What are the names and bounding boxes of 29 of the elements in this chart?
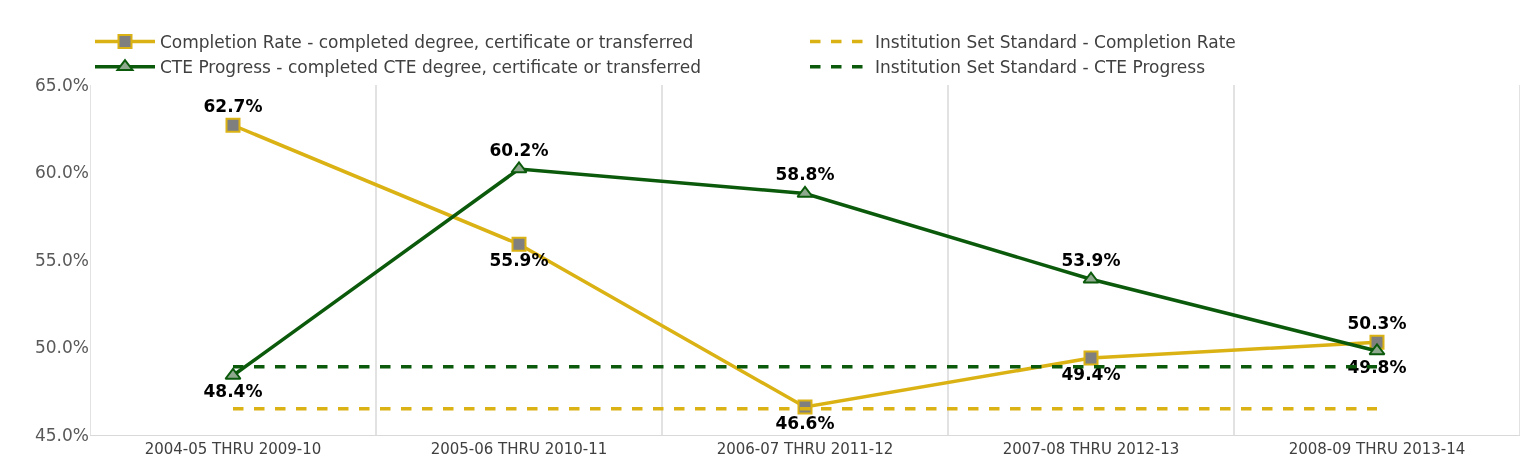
- y-tick-label: 50.0%: [34, 337, 89, 358]
- y-tick-label: 45.0%: [34, 424, 89, 445]
- x-tick-label: 2005-06 THRU 2010-11: [430, 440, 608, 458]
- legend-label: Institution Set Standard - Completion Rate: [875, 32, 1236, 53]
- data-label: 50.3%: [1347, 312, 1407, 333]
- point: [1083, 350, 1099, 366]
- data-label: 48.4%: [203, 381, 263, 402]
- x-tick-label: 2007-08 THRU 2012-13: [1002, 440, 1180, 458]
- x-tick-label: 2004-05 THRU 2009-10: [144, 440, 322, 458]
- y-tick-label: 60.0%: [34, 162, 89, 183]
- point: [511, 236, 527, 252]
- point: [225, 117, 241, 133]
- legend-label: CTE Progress - completed CTE degree, certificate or transferred: [160, 57, 701, 78]
- point: [1368, 343, 1386, 356]
- x-tick-label: 2006-07 THRU 2011-12: [716, 440, 894, 458]
- data-label: 55.9%: [489, 250, 549, 271]
- y-tick-label: 55.0%: [34, 249, 89, 270]
- x-tick-label: 2008-09 THRU 2013-14: [1288, 440, 1466, 458]
- point: [510, 161, 528, 174]
- data-label: 62.7%: [203, 95, 263, 116]
- y-tick-label: 65.0%: [34, 74, 89, 95]
- data-label: 60.2%: [489, 139, 549, 160]
- data-label: 49.4%: [1061, 363, 1121, 384]
- data-label: 58.8%: [775, 164, 835, 185]
- legend-label: Completion Rate - completed degree, certificate or transferred: [160, 32, 694, 53]
- legend-label: Institution Set Standard - CTE Progress: [875, 57, 1206, 78]
- point: [1082, 271, 1100, 284]
- data-label: 53.9%: [1061, 249, 1121, 270]
- data-label: 46.6%: [775, 412, 835, 433]
